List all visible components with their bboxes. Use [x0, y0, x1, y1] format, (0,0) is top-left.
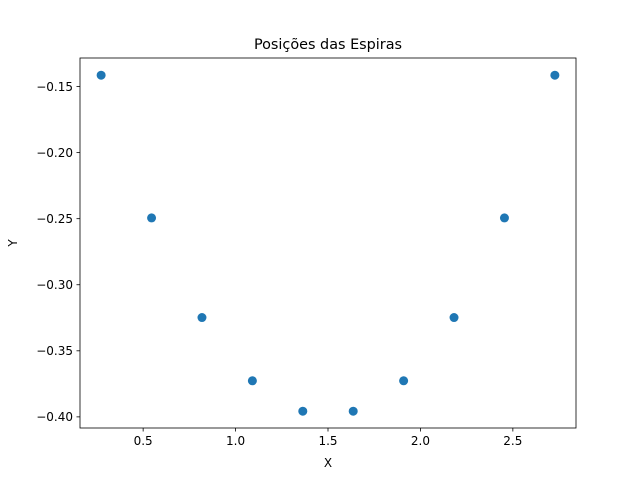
y-tick-label: −0.25: [36, 212, 73, 226]
data-point: [399, 376, 409, 386]
x-tick-label: 2.5: [503, 434, 522, 448]
y-tick-label: −0.35: [36, 344, 73, 358]
data-point: [348, 406, 358, 416]
x-tick-label: 1.5: [318, 434, 337, 448]
plot-area-frame: [79, 57, 577, 429]
chart-title: Posições das Espiras: [254, 37, 402, 53]
y-tick-label: −0.40: [36, 410, 73, 424]
y-tick-label: −0.15: [36, 80, 73, 94]
x-axis-label: X: [324, 456, 332, 470]
y-axis-label: Y: [6, 239, 20, 248]
y-axis-ticks: −0.40 −0.35 −0.30 −0.25 −0.20 −0.15: [36, 80, 80, 424]
data-point: [96, 70, 106, 80]
data-point: [298, 406, 308, 416]
data-points: [96, 70, 560, 416]
y-tick-label: −0.20: [36, 146, 73, 160]
x-tick-label: 2.0: [411, 434, 430, 448]
data-point: [197, 313, 207, 323]
data-point: [247, 376, 257, 386]
x-axis-ticks: 0.5 1.0 1.5 2.0 2.5: [134, 428, 522, 448]
x-tick-label: 0.5: [134, 434, 153, 448]
y-tick-label: −0.30: [36, 278, 73, 292]
x-tick-label: 1.0: [226, 434, 245, 448]
data-point: [550, 70, 560, 80]
data-point: [449, 313, 459, 323]
data-point: [499, 213, 509, 223]
data-point: [147, 213, 157, 223]
